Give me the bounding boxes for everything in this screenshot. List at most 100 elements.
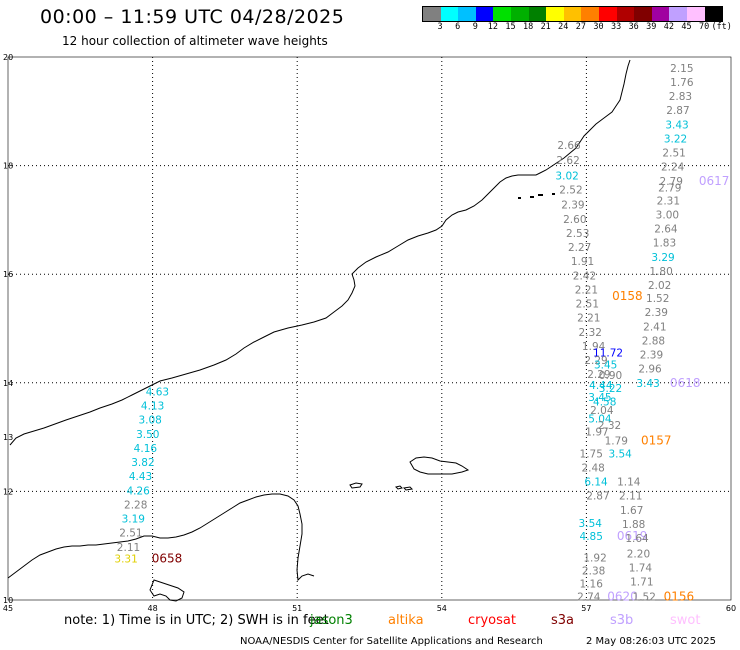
wave-height-label: 2.60	[563, 214, 586, 226]
legend-swatch	[704, 7, 723, 21]
footnote-units: note: 1) Time is in UTC; 2) SWH is in fe…	[64, 613, 329, 628]
wave-height-label: 4.26	[126, 485, 150, 497]
wave-height-label: 1.79	[605, 435, 628, 447]
pass-time-label: 0617	[699, 174, 730, 188]
latitude-tick-label: 20	[3, 53, 13, 62]
wave-height-label: 2.48	[581, 463, 604, 475]
latitude-tick-label: 14	[3, 379, 13, 388]
footer-timestamp: 2 May 08:26:03 UTC 2025	[586, 636, 716, 647]
wave-height-label: 1.94	[582, 341, 606, 353]
wave-height-label: 2.66	[557, 140, 581, 152]
wave-height-label: 2.64	[654, 224, 678, 236]
wave-height-label: 2.32	[598, 420, 621, 432]
latitude-tick-label: 12	[3, 487, 13, 496]
legend-swatch	[598, 7, 617, 21]
wave-height-label: 1.91	[571, 256, 594, 268]
wave-height-label: 3.22	[664, 133, 687, 145]
wave-height-label: 3.19	[122, 514, 145, 526]
footer-credit: NOAA/NESDIS Center for Satellite Applica…	[240, 636, 543, 647]
map-subtitle: 12 hour collection of altimeter wave hei…	[62, 34, 328, 48]
legend-tick-label: 15	[505, 22, 516, 32]
wave-height-label: 2.96	[638, 364, 662, 376]
legend-tick-label: 27	[575, 22, 587, 32]
wave-height-label: 0.90	[599, 370, 622, 382]
wave-height-label: 1.16	[580, 579, 604, 591]
legend-swatch	[510, 7, 529, 21]
wave-height-label: 1.14	[617, 477, 641, 489]
wave-height-label: 2.51	[119, 528, 142, 540]
wave-height-label: 3.00	[656, 209, 679, 221]
wave-height-label: 2.32	[579, 327, 602, 339]
legend-swatch	[669, 7, 687, 21]
wave-height-label: 3.02	[555, 170, 578, 182]
wave-height-label: 3.22	[599, 383, 622, 395]
wave-height-label: 4.63	[146, 386, 169, 398]
wave-height-label: 2.39	[640, 350, 663, 362]
legend-tick-label: 30	[593, 22, 604, 32]
arabian-coastline	[9, 59, 631, 446]
wave-height-label: 4.44	[589, 380, 613, 392]
wave-height-label: 6.14	[584, 477, 608, 489]
satellite-label-s3a: s3a	[551, 613, 575, 628]
legend-swatch	[651, 7, 670, 21]
wave-height-label: 2.29	[587, 369, 610, 381]
wave-height-label: 1.80	[649, 266, 672, 278]
legend-tick-label: 12	[487, 22, 499, 32]
wave-height-label: 3.82	[131, 457, 154, 469]
legend-tick-label: 3	[437, 22, 443, 32]
wave-height-label: 4.58	[593, 396, 616, 408]
wave-height-label: 2.79	[660, 176, 683, 188]
legend-tick-label: 42	[663, 22, 675, 32]
wave-height-label: 5.04	[588, 414, 612, 426]
wave-height-label: 2.31	[657, 195, 680, 207]
legend-tick-label: 70	[698, 22, 710, 32]
wave-height-label: 2.21	[577, 313, 600, 325]
legend-swatch	[634, 7, 652, 21]
wave-height-label: 1.71	[630, 577, 653, 589]
pass-time-label: 0158	[612, 289, 643, 303]
wave-height-label: 3.08	[138, 415, 161, 427]
wave-height-label: 2.87	[586, 491, 609, 503]
legend-swatch	[440, 7, 459, 21]
small-island-a	[395, 485, 403, 490]
legend-tick-label: 33	[610, 22, 622, 32]
wave-height-label: 3.50	[136, 429, 159, 441]
pass-time-label: 0157	[641, 433, 672, 447]
legend-swatch	[475, 7, 494, 21]
wave-height-label: 3.54	[608, 448, 632, 460]
wave-height-label: 3.54	[579, 518, 603, 530]
pass-time-label: 0156	[664, 590, 695, 604]
wave-height-label: 2.24	[661, 162, 685, 174]
wave-height-label: 1.97	[585, 427, 608, 439]
abd-al-kuri-island	[349, 482, 363, 489]
satellite-label-swot: swot	[670, 613, 701, 628]
wave-height-label: 11.72	[593, 347, 623, 359]
wave-height-label: 2.27	[568, 242, 591, 254]
legend-tick-label: (ft)	[711, 22, 732, 32]
pass-time-label: 0619	[617, 529, 648, 543]
legend-swatch	[563, 7, 582, 21]
wave-height-label: 2.39	[561, 200, 584, 212]
wave-height-label: 2.29	[584, 355, 607, 367]
kuria-muria-islands	[518, 193, 555, 199]
axis-labels: 45 48 51 54 57 60 20 18 16 14 12 10 13	[3, 53, 736, 613]
map-title: 00:00 – 11:59 UTC 04/28/2025	[40, 6, 345, 28]
legend-tick-label: 6	[455, 22, 461, 32]
legend-swatch	[616, 7, 635, 21]
somali-coast-fragment	[149, 579, 185, 602]
legend-tick-label: 18	[522, 22, 534, 32]
wave-height-label: 2.04	[590, 405, 614, 417]
wave-height-label: 4.85	[580, 531, 603, 543]
longitude-tick-label: 54	[437, 604, 447, 613]
wave-height-label: 2.51	[662, 148, 685, 160]
horn-of-africa-coastline	[7, 493, 315, 582]
wave-height-label: 1.67	[620, 505, 643, 517]
wave-height-label: 2.42	[573, 270, 596, 282]
wave-height-label: 2.28	[124, 499, 147, 511]
wave-height-label: 2.21	[575, 284, 598, 296]
wave-height-label: 3.43	[636, 378, 659, 390]
wave-height-label: 2.83	[669, 91, 692, 103]
wave-height-label: 2.38	[582, 566, 605, 578]
legend-swatch	[581, 7, 599, 21]
